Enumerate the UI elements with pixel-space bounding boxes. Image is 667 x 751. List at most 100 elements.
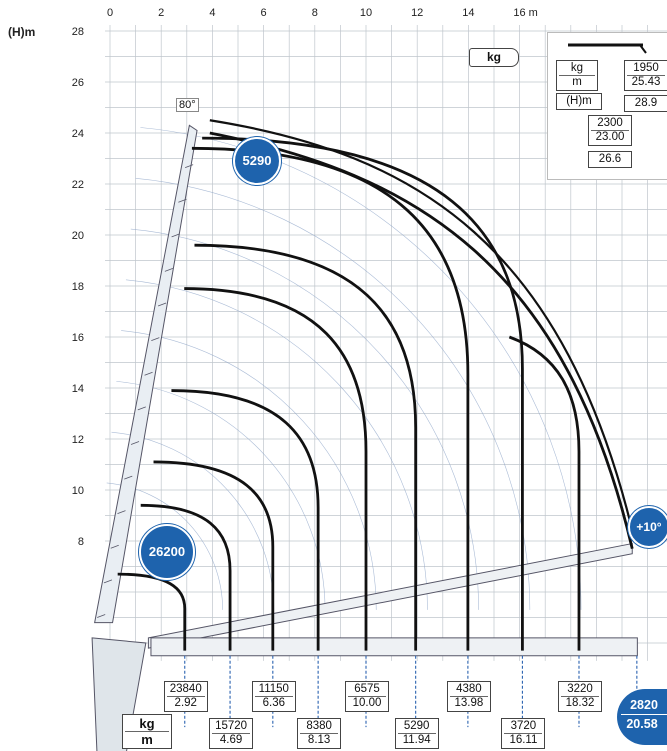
load-box: 3220 18.32 bbox=[557, 681, 602, 712]
min-angle-text: +10° bbox=[636, 520, 662, 534]
y-tick-label: 22 bbox=[72, 179, 84, 191]
boom-strut bbox=[137, 406, 146, 411]
x-tick-label: 14 bbox=[462, 7, 474, 19]
load-curves bbox=[117, 119, 636, 651]
outer-load-badge: 2820 20.58 bbox=[617, 689, 667, 745]
max-load-badge: 5290 bbox=[233, 137, 281, 185]
boom-strut bbox=[144, 371, 153, 376]
y-tick-label: 24 bbox=[72, 128, 84, 140]
load-curve bbox=[171, 389, 320, 651]
y-tick-label: 10 bbox=[72, 485, 84, 497]
y-tick-label: 20 bbox=[72, 230, 84, 242]
load-curve bbox=[191, 146, 470, 651]
legend-v6: 26.6 bbox=[598, 153, 622, 165]
load-box: 6575 10.00 bbox=[345, 681, 389, 712]
load-m: 6.36 bbox=[262, 697, 285, 709]
y-tick-label: 16 bbox=[72, 332, 84, 344]
load-kg: 6575 bbox=[348, 683, 386, 697]
y-tick-label: 8 bbox=[78, 536, 84, 548]
load-box: 8380 8.13 bbox=[297, 718, 342, 749]
boom-strut bbox=[157, 302, 167, 307]
kg-unit-tag-text: kg bbox=[486, 50, 501, 64]
outer-load-m: 20.58 bbox=[626, 717, 658, 731]
max-angle-label: 80° bbox=[176, 98, 199, 112]
load-kg: 8380 bbox=[300, 720, 339, 734]
x-tick-label: 2 bbox=[158, 7, 164, 19]
load-kg: 11150 bbox=[254, 683, 293, 697]
legend-value-2: 2300 23.00 bbox=[588, 115, 632, 146]
legend-m-label: m bbox=[572, 76, 582, 88]
load-curve bbox=[117, 572, 187, 651]
load-curve bbox=[194, 243, 418, 651]
load-m: 2.92 bbox=[174, 697, 197, 709]
boom-arm-high bbox=[94, 124, 198, 624]
x-tick-label: 16 m bbox=[513, 7, 537, 19]
load-m: 11.94 bbox=[402, 734, 431, 746]
load-m: 18.32 bbox=[565, 697, 595, 709]
load-box: 3720 16.11 bbox=[501, 718, 546, 749]
load-kg: 15720 bbox=[212, 720, 251, 734]
boom-extension-icon bbox=[568, 43, 647, 54]
load-box: 23840 2.92 bbox=[163, 681, 208, 712]
legend-height-2: 26.6 bbox=[588, 151, 632, 168]
crane-column bbox=[91, 637, 147, 751]
legend-v4: 2300 bbox=[591, 117, 629, 131]
crane-boom bbox=[91, 124, 638, 751]
x-tick-label: 6 bbox=[261, 7, 267, 19]
inner-load-badge: 26200 bbox=[139, 524, 195, 580]
load-box: 15720 4.69 bbox=[209, 718, 254, 749]
x-tick-label: 8 bbox=[312, 7, 318, 19]
y-tick-label: 18 bbox=[72, 281, 84, 293]
load-box: 4380 13.98 bbox=[446, 681, 491, 712]
envelope-curve-outer bbox=[209, 131, 634, 549]
legend-value-1: 1950 25.43 bbox=[624, 60, 667, 91]
boom-strut bbox=[103, 579, 113, 584]
boom-strut bbox=[110, 544, 119, 549]
load-m: 10.00 bbox=[352, 697, 382, 709]
load-kg: 5290 bbox=[397, 720, 436, 734]
reach-arc bbox=[140, 127, 582, 610]
y-axis-unit: (H)m bbox=[8, 25, 35, 39]
inner-load-badge-text: 26200 bbox=[148, 544, 186, 559]
x-tick-label: 0 bbox=[107, 7, 113, 19]
legend-v5: 23.00 bbox=[595, 131, 625, 143]
outer-load-kg: 2820 bbox=[621, 698, 667, 715]
reach-arc bbox=[121, 330, 377, 610]
boom-strut bbox=[97, 614, 106, 618]
x-tick-label: 10 bbox=[360, 7, 372, 19]
x-tick-label: 12 bbox=[411, 7, 423, 19]
load-curve bbox=[184, 287, 368, 651]
legend-kg-label: kg bbox=[559, 62, 595, 76]
boom-arm-mid bbox=[147, 542, 633, 649]
boom-strut bbox=[130, 441, 140, 445]
bottom-kg-m-box: kg m bbox=[122, 714, 172, 749]
reach-arc bbox=[111, 431, 275, 610]
boom-reach-legend: kg m (H)m 1950 25.43 28.9 2300 23.00 26.… bbox=[547, 32, 667, 180]
load-box: 5290 11.94 bbox=[394, 718, 439, 749]
reach-arc bbox=[125, 279, 428, 610]
reach-arc bbox=[116, 381, 326, 610]
legend-v2: 25.43 bbox=[631, 76, 661, 88]
load-curve bbox=[202, 136, 524, 651]
y-tick-label: 28 bbox=[72, 26, 84, 38]
legend-height-1: 28.9 bbox=[624, 95, 667, 112]
boom-strut bbox=[124, 475, 133, 480]
boom-arm-low bbox=[150, 637, 638, 657]
kg-unit-tag: kg bbox=[469, 48, 519, 67]
load-kg: 23840 bbox=[166, 683, 205, 697]
load-kg: 3220 bbox=[560, 683, 599, 697]
y-tick-label: 14 bbox=[72, 383, 84, 395]
reach-arc bbox=[135, 177, 531, 610]
legend-h-label: (H)m bbox=[556, 93, 602, 110]
boom-strut bbox=[171, 233, 180, 238]
boom-strut bbox=[178, 198, 187, 203]
load-curve bbox=[153, 460, 275, 651]
envelope-curve-top bbox=[209, 119, 636, 542]
x-tick-label: 4 bbox=[209, 7, 215, 19]
y-tick-label: 12 bbox=[72, 434, 84, 446]
max-angle-text: 80° bbox=[179, 99, 196, 111]
load-box: 11150 6.36 bbox=[251, 681, 296, 712]
min-angle-badge: +10° bbox=[628, 506, 667, 548]
